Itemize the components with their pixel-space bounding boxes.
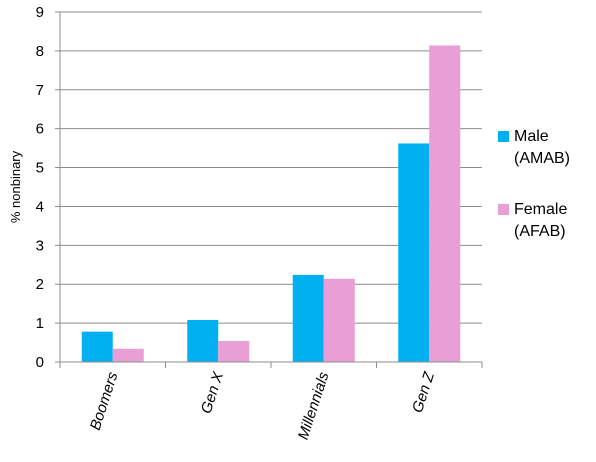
y-axis-title: % nonbinary — [8, 150, 23, 223]
x-category-label: Gen X — [198, 369, 228, 416]
bar-gen-z-male — [398, 143, 430, 362]
y-tick-label: 1 — [36, 315, 44, 332]
legend-label: (AMAB) — [514, 150, 570, 167]
y-tick-label: 4 — [36, 198, 44, 215]
y-tick-label: 2 — [36, 276, 44, 293]
x-category-label: Gen Z — [409, 369, 438, 415]
legend-label: Male — [514, 128, 549, 145]
legend-swatch — [498, 131, 509, 142]
legend: Male (AMAB) Female (AFAB) — [498, 128, 570, 240]
y-tick-label: 7 — [36, 82, 44, 99]
x-category-label: Millennials — [295, 370, 333, 442]
legend-label: (AFAB) — [514, 223, 566, 240]
bar-millennials-female — [323, 278, 355, 362]
bars — [81, 45, 461, 362]
y-tick-label: 8 — [36, 43, 44, 60]
y-tick-label: 6 — [36, 121, 44, 138]
legend-label: Female — [514, 201, 567, 218]
x-category-label: Boomers — [87, 370, 122, 433]
y-tick-label: 0 — [36, 354, 44, 371]
bar-millennials-male — [292, 274, 324, 362]
bar-gen-x-male — [187, 320, 219, 362]
x-category-labels: Boomers Gen X Millennials Gen Z — [87, 369, 438, 442]
y-tick-labels: 0 1 2 3 4 5 6 7 8 9 — [36, 4, 44, 371]
legend-swatch — [498, 204, 509, 215]
gridlines — [60, 11, 482, 324]
axes — [55, 11, 483, 368]
y-tick-label: 3 — [36, 237, 44, 254]
y-tick-label: 5 — [36, 160, 44, 177]
bar-boomers-male — [81, 331, 113, 362]
bar-gen-x-female — [218, 341, 250, 362]
bar-gen-z-female — [429, 45, 461, 362]
bar-boomers-female — [112, 348, 144, 362]
y-tick-label: 9 — [36, 4, 44, 21]
